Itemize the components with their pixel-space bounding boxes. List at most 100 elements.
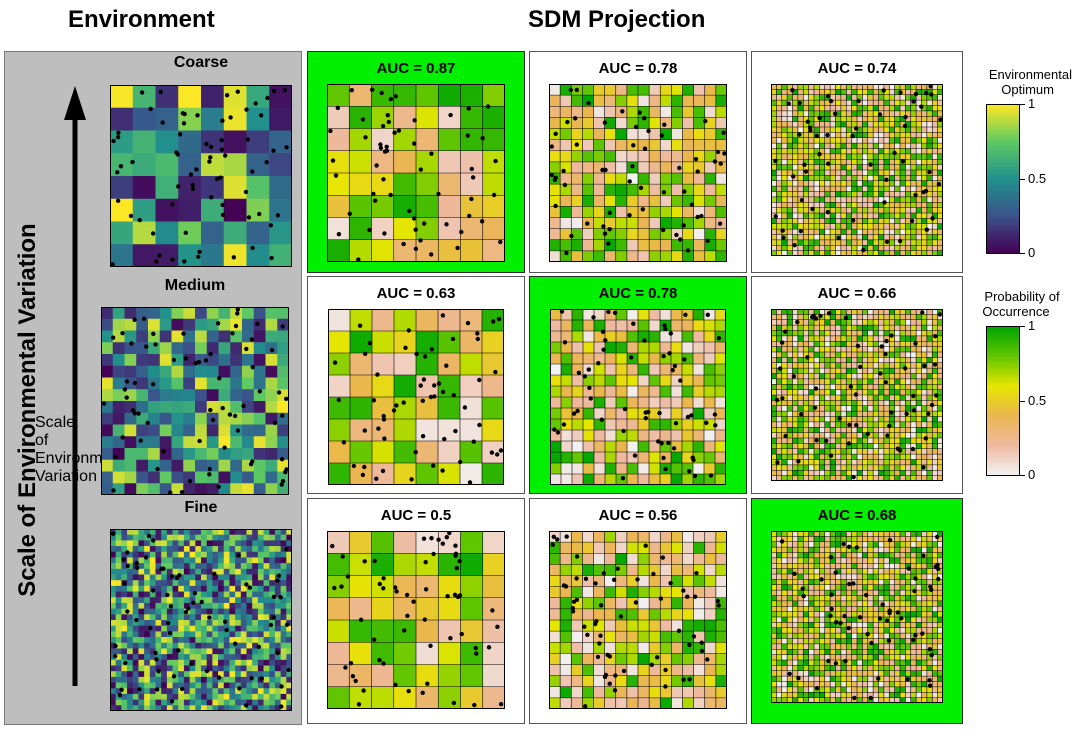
grid-cell <box>572 331 584 343</box>
grid-cell <box>921 94 928 101</box>
grid-cell <box>682 474 694 485</box>
grid-cell <box>252 637 259 644</box>
grid-cell <box>889 245 896 252</box>
grid-cell <box>189 671 196 678</box>
grid-cell <box>218 471 231 484</box>
grid-cell <box>851 89 858 96</box>
grid-cell <box>149 654 156 661</box>
grid-cell <box>572 342 584 354</box>
grid-cell <box>229 591 236 598</box>
grid-cell <box>235 699 242 706</box>
grid-cell <box>824 421 831 428</box>
grid-cell <box>900 202 906 209</box>
grid-cell <box>121 642 128 649</box>
grid-cell <box>867 438 874 444</box>
occurrence-point <box>467 480 473 485</box>
grid-cell <box>195 540 202 547</box>
grid-cell <box>549 95 561 107</box>
grid-cell <box>124 330 137 343</box>
occurrence-point <box>661 190 667 195</box>
grid-cell <box>916 132 922 139</box>
grid-cell <box>201 642 208 649</box>
grid-cell <box>161 676 168 683</box>
grid-cell <box>894 121 901 128</box>
grid-cell <box>878 223 885 230</box>
grid-cell <box>183 557 191 564</box>
grid-cell <box>206 585 213 592</box>
grid-cell <box>776 239 783 246</box>
grid-cell <box>873 330 879 337</box>
grid-cell <box>857 100 863 106</box>
grid-cell <box>201 614 208 621</box>
grid-cell <box>921 191 928 198</box>
grid-cell <box>835 459 842 466</box>
grid-cell <box>660 128 672 141</box>
grid-cell <box>926 180 933 187</box>
grid-cell <box>682 139 695 152</box>
grid-cell <box>277 377 289 390</box>
grid-cell <box>206 648 213 655</box>
grid-cell <box>862 127 869 133</box>
grid-cell <box>776 159 783 166</box>
grid-cell <box>916 454 922 460</box>
grid-cell <box>155 705 162 711</box>
grid-cell <box>840 245 847 252</box>
occurrence-point <box>779 340 785 345</box>
grid-cell <box>814 239 820 246</box>
grid-cell <box>889 110 896 117</box>
grid-cell <box>148 483 161 495</box>
grid-cell <box>787 105 793 112</box>
grid-cell <box>873 94 879 101</box>
grid-cell <box>840 89 847 96</box>
occurrence-point <box>663 466 668 472</box>
grid-cell <box>240 602 247 610</box>
grid-cell <box>571 250 583 262</box>
grid-cell <box>819 416 826 423</box>
grid-cell <box>797 218 804 225</box>
grid-cell <box>682 408 694 420</box>
grid-cell <box>277 459 289 472</box>
grid-cell <box>792 470 799 477</box>
grid-cell <box>246 221 270 245</box>
grid-cell <box>910 335 917 342</box>
grid-cell <box>127 557 134 564</box>
grid-cell <box>148 424 161 437</box>
grid-cell <box>857 432 863 439</box>
grid-cell <box>921 448 928 455</box>
grid-cell <box>144 620 151 627</box>
grid-cell <box>905 405 912 412</box>
grid-cell <box>803 196 810 203</box>
grid-cell <box>212 665 219 672</box>
grid-cell <box>269 557 276 564</box>
grid-cell <box>894 234 901 241</box>
grid-cell <box>161 534 168 541</box>
grid-cell <box>926 159 933 166</box>
grid-cell <box>883 448 890 455</box>
grid-cell <box>438 575 461 599</box>
grid-cell <box>878 432 885 439</box>
grid-cell <box>889 84 896 90</box>
grid-cell <box>819 330 826 337</box>
grid-cell <box>819 234 826 241</box>
grid-cell <box>803 164 810 171</box>
grid-cell <box>583 441 595 453</box>
grid-cell <box>900 373 906 380</box>
grid-cell <box>771 153 777 160</box>
grid-cell <box>240 637 247 644</box>
grid-cell <box>819 250 826 256</box>
grid-cell <box>195 631 202 638</box>
grid-cell <box>835 346 842 353</box>
grid-cell <box>144 546 151 553</box>
grid-cell <box>132 614 139 621</box>
grid-cell <box>926 325 933 331</box>
grid-cell <box>937 309 943 315</box>
occurrence-point <box>276 390 282 395</box>
grid-cell <box>327 128 350 152</box>
grid-cell <box>671 452 683 464</box>
grid-cell <box>862 421 869 428</box>
grid-cell <box>824 89 831 96</box>
grid-cell <box>819 127 826 133</box>
grid-cell <box>889 143 896 149</box>
grid-cell <box>155 642 162 649</box>
grid-cell <box>223 85 247 109</box>
